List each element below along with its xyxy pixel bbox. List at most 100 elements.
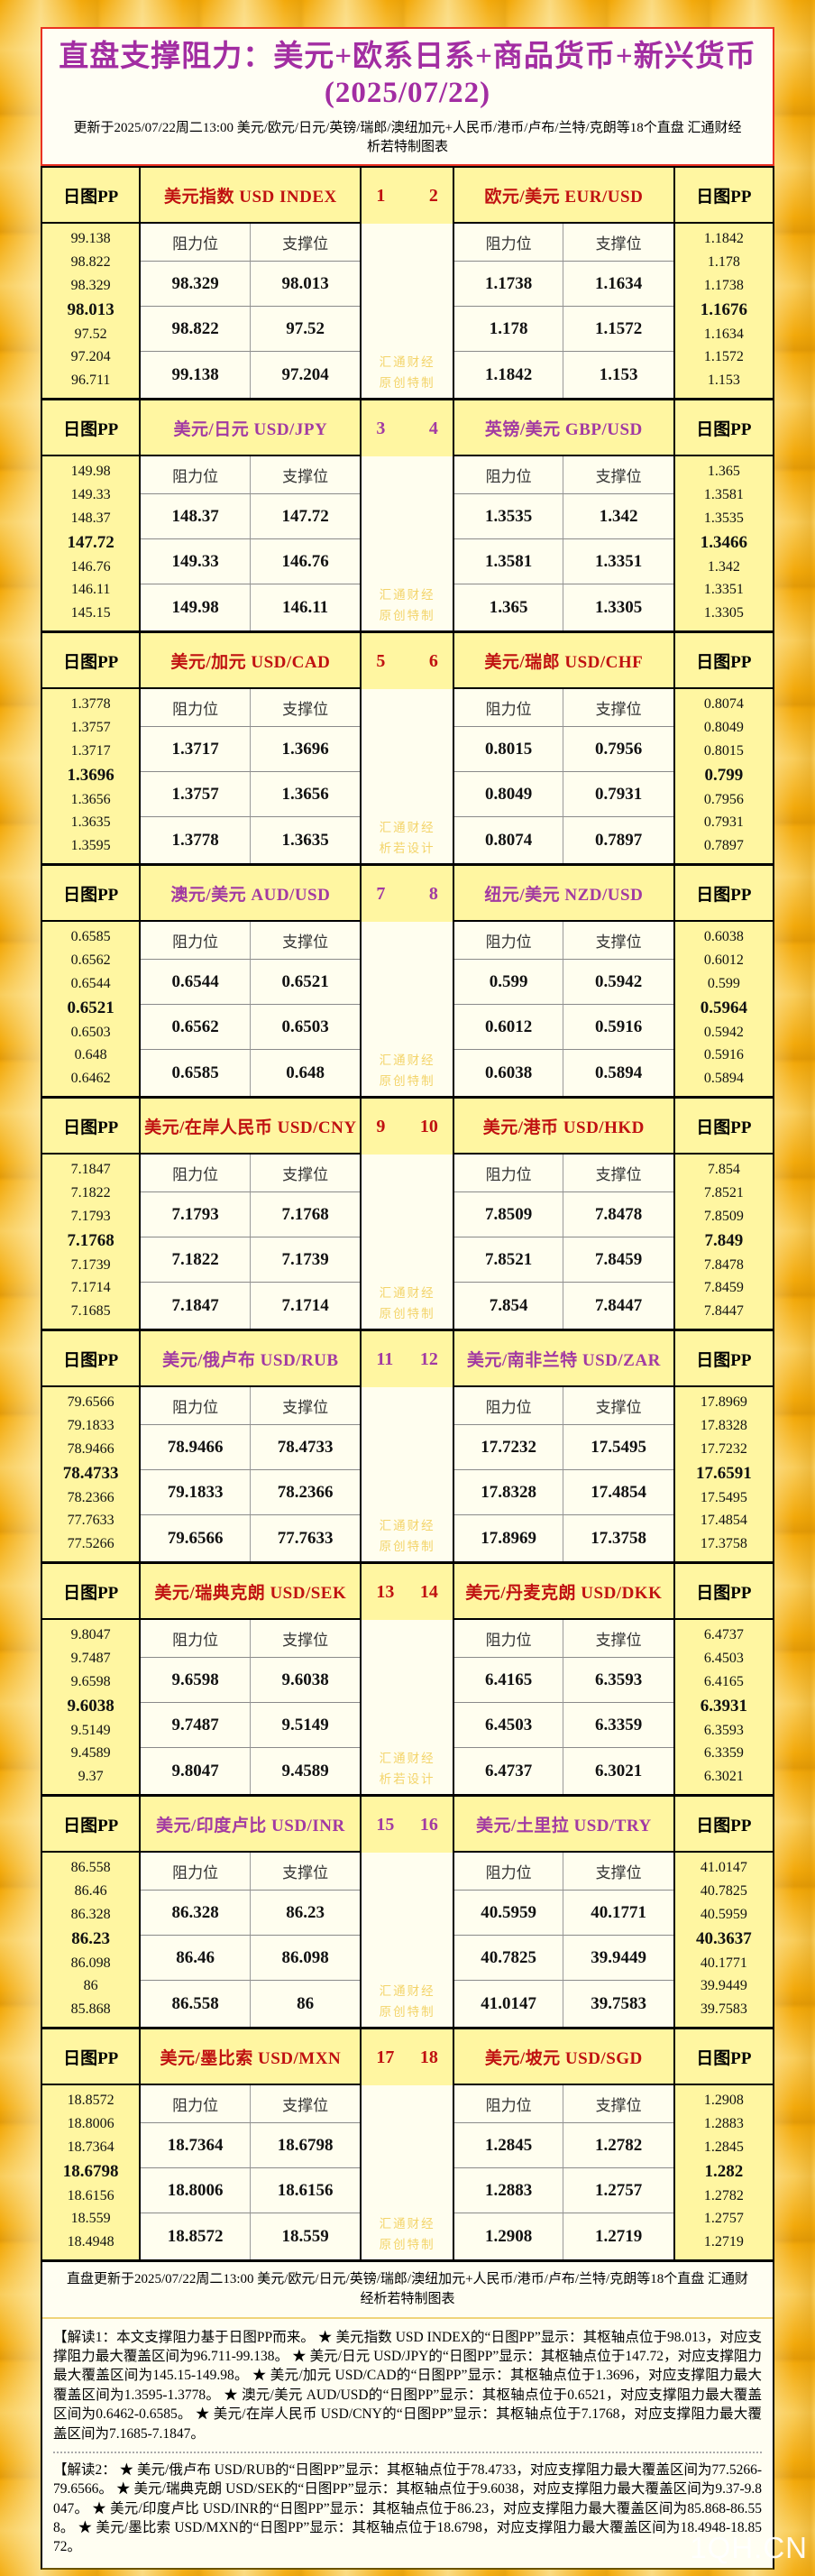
pp-value: 0.5942: [703, 1024, 744, 1040]
pp-value: 78.2366: [67, 1489, 114, 1505]
pp-value: 7.8447: [703, 1303, 744, 1320]
dotted-divider: [53, 2451, 762, 2453]
support-value: 18.6798: [250, 2123, 361, 2169]
support-value: 7.8478: [563, 1192, 673, 1238]
pair-number-right: 8: [428, 883, 438, 904]
pair-numbers: 1 2: [360, 168, 454, 225]
watermark: 汇通财经 析若设计: [380, 822, 435, 854]
pair-title-right: 美元/坡元 USD/SGD: [453, 2029, 673, 2086]
pair-number-right: 12: [419, 1348, 438, 1369]
center-watermark-cell: 汇通财经 析若设计: [360, 1620, 454, 1795]
pp-value: 1.1842: [703, 231, 744, 247]
pair-title-left: 美元/墨比索 USD/MXN: [141, 2029, 361, 2086]
daily-pp-header-left: 日图PP: [42, 400, 142, 457]
resistance-value: 1.365: [453, 584, 564, 631]
pair-title-right: 纽元/美元 NZD/USD: [453, 866, 673, 923]
daily-pp-values-left: 79.6566 79.1833 78.9466 78.4733 78.2366 77.76…: [42, 1387, 142, 1562]
pp-value: 97.204: [70, 349, 111, 365]
pivot-value: 40.3637: [696, 1929, 752, 1949]
pp-value: 0.8049: [703, 719, 744, 735]
pp-value: 17.3758: [700, 1536, 747, 1552]
pp-value: 7.1793: [70, 1208, 111, 1224]
support-value: 146.11: [250, 584, 361, 631]
support-value: 39.9449: [563, 1936, 673, 1982]
resistance-header-right: 阻力位: [453, 689, 564, 728]
daily-pp-values-right: 41.0147 40.7825 40.5959 40.3637 40.1771 39.94…: [673, 1853, 773, 2028]
pp-value: 1.153: [707, 373, 740, 389]
pair-number-left: 15: [376, 1814, 395, 1835]
pp-value: 1.2782: [703, 2187, 744, 2203]
resistance-value: 149.33: [141, 539, 251, 585]
pair-title-right: 美元/港币 USD/HKD: [453, 1099, 673, 1155]
support-header-right: 支撑位: [563, 1155, 673, 1193]
watermark-line-2: 析若设计: [379, 841, 435, 855]
center-watermark-cell: 汇通财经 原创特制: [360, 224, 454, 399]
resistance-value: 9.7487: [141, 1703, 251, 1749]
resistance-value: 17.8969: [453, 1515, 564, 1562]
support-value: 18.6156: [250, 2168, 361, 2214]
resistance-value: 7.854: [453, 1283, 564, 1329]
pp-value: 1.3757: [70, 719, 111, 735]
support-value: 1.1572: [563, 307, 673, 353]
pp-value: 6.4737: [703, 1627, 744, 1643]
daily-pp-values-left: 86.558 86.46 86.328 86.23 86.098 86 85.868: [42, 1853, 142, 2028]
support-header-right: 支撑位: [563, 456, 673, 495]
pp-value: 79.6566: [67, 1394, 114, 1411]
pp-value: 99.138: [70, 231, 111, 247]
pp-value: 18.6156: [67, 2187, 114, 2203]
watermark: 汇通财经 原创特制: [380, 589, 435, 621]
daily-pp-header-left: 日图PP: [42, 866, 142, 923]
note-1: 【解读1：本文支撑阻力基于日图PP而来。 ★ 美元指数 USD INDEX的“日…: [53, 2329, 762, 2442]
support-value: 6.3359: [563, 1703, 673, 1749]
resistance-value: 18.8572: [141, 2213, 251, 2260]
resistance-value: 18.7364: [141, 2123, 251, 2169]
resistance-value: 18.8006: [141, 2168, 251, 2214]
pivot-value: 1.3696: [67, 766, 114, 786]
pp-value: 1.3656: [70, 791, 111, 807]
watermark-line-1: 汇通财经: [379, 1519, 435, 1533]
pp-value: 39.9449: [700, 1978, 747, 1994]
resistance-value: 7.1822: [141, 1237, 251, 1283]
support-value: 9.6038: [250, 1658, 361, 1704]
pp-value: 6.3593: [703, 1722, 744, 1738]
pivot-value: 147.72: [67, 533, 114, 553]
support-value: 97.204: [250, 352, 361, 399]
watermark: 汇通财经 原创特制: [380, 1520, 435, 1552]
center-watermark-cell: 汇通财经 原创特制: [360, 1853, 454, 2028]
pp-value: 0.8015: [703, 742, 744, 759]
support-value: 7.1739: [250, 1237, 361, 1283]
support-value: 0.5894: [563, 1050, 673, 1097]
daily-pp-header-right: 日图PP: [673, 866, 773, 923]
pivot-value: 6.3931: [700, 1697, 748, 1716]
pp-value: 148.37: [70, 510, 111, 526]
currency-block: 日图PP 美元/加元 USD/CAD 5 6 美元/瑞郎 USD/CHF 日图P…: [41, 633, 774, 867]
resistance-value: 86.46: [141, 1936, 251, 1982]
pair-numbers: 7 8: [360, 866, 454, 923]
pp-value: 18.559: [70, 2211, 111, 2227]
support-value: 0.648: [250, 1050, 361, 1097]
support-header-right: 支撑位: [563, 1387, 673, 1426]
pp-value: 1.3595: [70, 838, 111, 854]
support-value: 7.1768: [250, 1192, 361, 1238]
daily-pp-values-left: 9.8047 9.7487 9.6598 9.6038 9.5149 9.4589 9.37: [42, 1620, 142, 1795]
pp-value: 0.6462: [70, 1071, 111, 1087]
pp-value: 6.4503: [703, 1650, 744, 1666]
page-title: 直盘支撑阻力：美元+欧系日系+商品货币+新兴货币(2025/07/22): [59, 41, 756, 109]
pp-value: 9.8047: [70, 1627, 111, 1643]
pp-value: 17.8969: [700, 1394, 747, 1411]
pp-value: 1.3635: [70, 814, 111, 831]
pp-value: 1.2883: [703, 2115, 744, 2131]
support-header-right: 支撑位: [563, 2085, 673, 2124]
resistance-header-left: 阻力位: [141, 1155, 251, 1193]
resistance-header-right: 阻力位: [453, 2085, 564, 2124]
resistance-value: 40.5959: [453, 1891, 564, 1937]
pair-number-right: 18: [419, 2047, 438, 2067]
pair-title-right: 美元/南非兰特 USD/ZAR: [453, 1331, 673, 1388]
resistance-value: 1.3778: [141, 817, 251, 864]
pp-value: 17.8328: [700, 1417, 747, 1433]
watermark-line-2: 原创特制: [379, 1306, 435, 1320]
pp-value: 40.5959: [700, 1906, 747, 1922]
pp-value: 1.3778: [70, 696, 111, 713]
support-value: 86.23: [250, 1891, 361, 1937]
